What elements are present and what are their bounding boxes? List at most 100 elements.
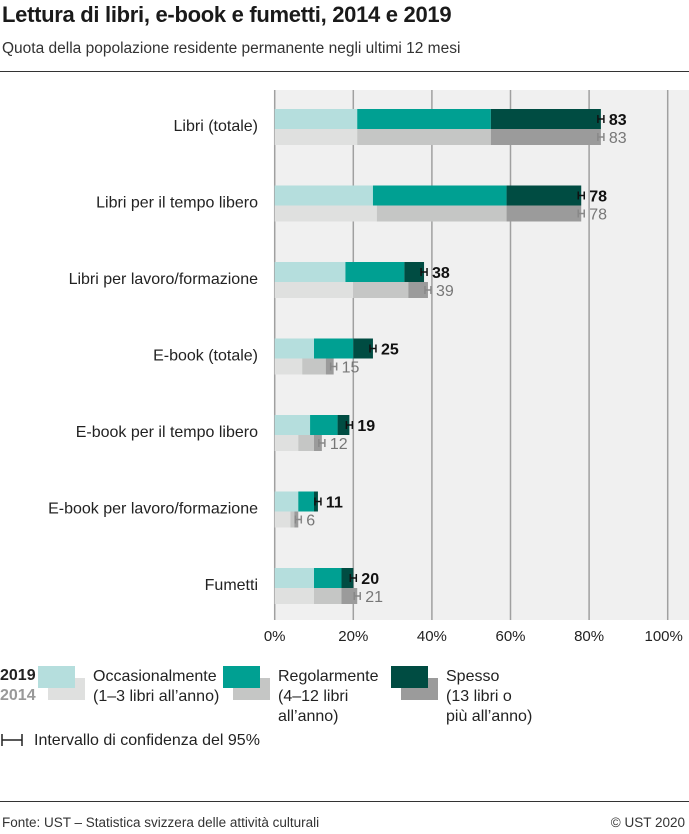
x-tick-label: 80% (574, 628, 604, 645)
bar-segment-2019 (274, 109, 358, 129)
bar-segment-2014 (341, 588, 358, 604)
bar-segment-2014 (408, 282, 428, 298)
bar-segment-2019 (274, 491, 299, 512)
bar-segment-2019 (490, 109, 601, 129)
bar-segment-2019 (274, 568, 314, 588)
legend-item-label: Regolarmente (4–12 libri all’anno) (278, 667, 379, 727)
error-bar (318, 439, 326, 447)
error-bar (597, 115, 605, 123)
bar-segment-2019 (345, 262, 405, 282)
legend-line: (13 libri o (446, 688, 512, 705)
bar-segment-2014 (506, 205, 582, 222)
bar-segment-2014 (314, 435, 322, 451)
category-label: Libri per il tempo libero (96, 195, 258, 212)
confidence-interval-icon (1, 734, 23, 746)
bar-segment-2014 (274, 435, 299, 451)
legend-line: (1–3 libri all’anno) (93, 688, 220, 705)
source-note: Fonte: UST – Statistica svizzera delle a… (2, 815, 320, 830)
bar-segment-2014 (274, 282, 354, 298)
error-bar (577, 191, 585, 200)
bar-segment-2014 (353, 282, 409, 298)
data-label-2019: 19 (357, 418, 375, 435)
category-label: Libri per lavoro/formazione (69, 271, 259, 288)
bar-segment-2019 (341, 568, 354, 588)
bar-segment-2019 (274, 185, 373, 206)
legend-line: all’anno) (278, 708, 339, 725)
data-label-2014: 15 (342, 360, 360, 377)
legend-line: Occasionalmente (93, 668, 217, 685)
x-tick-label: 20% (338, 628, 368, 645)
data-label-2019: 83 (609, 112, 627, 129)
legend-line: Regolarmente (278, 668, 379, 685)
bar-segment-2014 (357, 129, 491, 145)
legend-item-label: Spesso (13 libri o più all’anno) (446, 667, 532, 727)
chart-title: Lettura di libri, e-book e fumetti, 2014… (2, 2, 452, 27)
x-tick-label: 40% (417, 628, 447, 645)
bar-segment-2014 (274, 205, 377, 222)
bar-segment-2019 (357, 109, 491, 129)
x-tick-label: 100% (645, 628, 683, 645)
x-tick-label: 60% (495, 628, 525, 645)
category-label: Fumetti (205, 577, 258, 594)
bar-segment-2019 (506, 185, 582, 206)
legend-ci-label: Intervallo di confidenza del 95% (34, 732, 260, 749)
bar-segment-2019 (372, 185, 507, 206)
data-label-2019: 11 (326, 495, 343, 512)
error-bar (349, 574, 358, 582)
bar-segment-2019 (274, 338, 314, 359)
chart-subtitle: Quota della popolazione residente perman… (2, 40, 461, 57)
bar-segment-2014 (314, 588, 342, 604)
bar-segment-2019 (274, 262, 346, 282)
bar-segment-2019 (353, 338, 373, 359)
data-label-2019: 78 (589, 189, 607, 206)
error-bar (420, 268, 428, 276)
bar-segment-2014 (302, 358, 326, 375)
data-label-2019: 25 (381, 342, 399, 359)
bar-segment-2019 (337, 415, 350, 435)
error-bar (329, 362, 338, 371)
data-label-2014: 12 (330, 436, 348, 453)
error-bar (314, 497, 322, 506)
data-label-2014: 83 (609, 130, 627, 147)
legend-year-2019: 2019 (0, 667, 36, 684)
bar-segment-2019 (274, 415, 311, 435)
error-bar (369, 344, 377, 353)
legend-swatch-2019 (223, 666, 260, 688)
bar-segment-2014 (274, 511, 291, 528)
bar-segment-2019 (310, 415, 338, 435)
error-bar (577, 209, 585, 218)
bar-segment-2014 (274, 129, 358, 145)
bar-segment-2019 (404, 262, 425, 282)
data-label-2019: 20 (361, 571, 379, 588)
bar-segment-2014 (325, 358, 334, 375)
bar-segment-2019 (314, 338, 354, 359)
bar-segment-2014 (274, 358, 303, 375)
data-label-2014: 78 (589, 207, 607, 224)
bottom-divider (0, 801, 689, 802)
data-label-2014: 6 (306, 513, 315, 530)
category-label: Libri (totale) (174, 118, 258, 135)
legend-year-2014: 2014 (0, 687, 36, 704)
category-label: E-book per il tempo libero (76, 424, 258, 441)
error-bar (597, 133, 605, 141)
bar-segment-2014 (290, 511, 295, 528)
error-bar (353, 592, 361, 600)
error-bar (345, 421, 354, 429)
legend-swatch-2019 (391, 666, 428, 688)
legend-line: (4–12 libri (278, 688, 349, 705)
legend-item-label: Occasionalmente (1–3 libri all’anno) (93, 667, 219, 707)
category-label: E-book per lavoro/formazione (48, 501, 258, 518)
legend-swatch-2019 (38, 666, 75, 688)
legend-line: più all’anno) (446, 708, 533, 725)
bar-segment-2019 (314, 568, 342, 588)
error-bar (424, 286, 432, 294)
legend-line: Spesso (446, 668, 500, 685)
data-label-2014: 21 (365, 589, 383, 606)
category-label: E-book (totale) (153, 348, 258, 365)
data-label-2019: 38 (432, 265, 450, 282)
bar-segment-2019 (298, 491, 314, 512)
error-bar (294, 515, 303, 524)
bar-segment-2014 (490, 129, 601, 145)
